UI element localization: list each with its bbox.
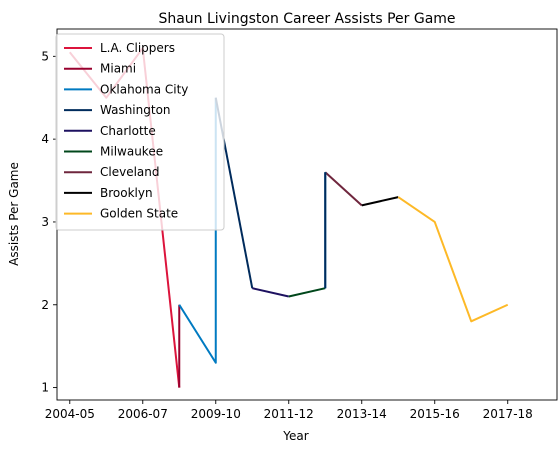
x-tick-label: 2015-16 — [410, 407, 460, 421]
chart-title: Shaun Livingston Career Assists Per Game — [158, 11, 455, 27]
legend-label-washington: Washington — [100, 103, 171, 117]
legend-label-brooklyn: Brooklyn — [100, 186, 153, 200]
y-tick-label: 5 — [41, 49, 49, 63]
x-tick-label: 2013-14 — [337, 407, 387, 421]
legend-label-cleveland: Cleveland — [100, 165, 160, 179]
x-tick-label: 2004-05 — [45, 407, 95, 421]
y-tick-label: 1 — [41, 381, 49, 395]
legend: L.A. Clippers Miami Oklahoma City Washingto… — [55, 33, 225, 231]
y-tick-label: 2 — [41, 298, 49, 312]
y-ticks: 1 2 3 4 5 — [41, 49, 57, 395]
legend-label-charlotte: Charlotte — [100, 124, 156, 138]
series-line-brooklyn — [361, 196, 399, 207]
legend-label-golden-state: Golden State — [100, 207, 178, 221]
legend-box — [55, 33, 225, 231]
y-tick-label: 3 — [41, 215, 49, 229]
legend-label-milwaukee: Milwaukee — [100, 145, 163, 159]
series-line-milwaukee — [288, 287, 326, 298]
x-tick-label: 2006-07 — [118, 407, 168, 421]
series-line-charlotte — [252, 287, 289, 298]
x-tick-label: 2017-18 — [483, 407, 533, 421]
x-axis-label: Year — [282, 429, 308, 443]
legend-label-l-a-clippers: L.A. Clippers — [100, 41, 175, 55]
y-axis-label: Assists Per Game — [7, 162, 21, 266]
legend-label-oklahoma-city: Oklahoma City — [100, 82, 188, 96]
series-line-cleveland — [324, 171, 363, 207]
series-line-golden-state — [397, 196, 509, 323]
x-tick-label: 2011-12 — [264, 407, 314, 421]
x-ticks: 2004-05 2006-07 2009-10 2011-12 2013-14 2015-… — [45, 400, 533, 421]
y-tick-label: 4 — [41, 132, 49, 146]
x-tick-label: 2009-10 — [191, 407, 241, 421]
legend-label-miami: Miami — [100, 62, 136, 76]
